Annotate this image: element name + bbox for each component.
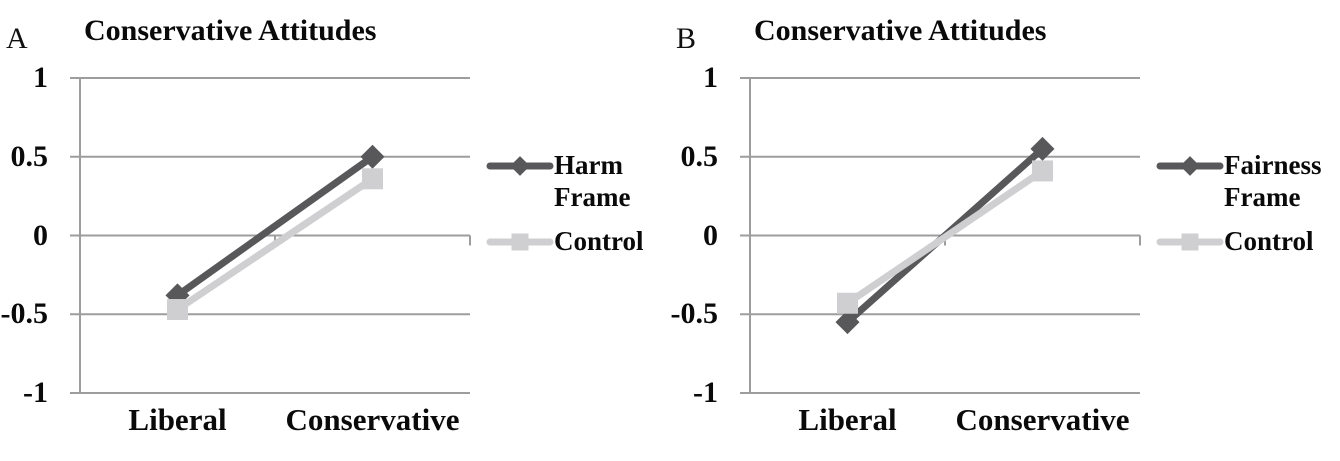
chart-title: Conservative Attitudes (84, 14, 377, 47)
legend-item-harm-frame: Harm Frame (486, 150, 670, 213)
marker-diamond-icon (1030, 136, 1055, 161)
legend-item-control: Control (1156, 226, 1340, 258)
y-tick-label: 0 (33, 218, 48, 252)
series-line-control (844, 167, 1046, 307)
legend-item-fairness-frame: Fairness Frame (1156, 150, 1340, 213)
y-tick-label: 1 (33, 61, 48, 94)
legend: Harm Frame Control (486, 150, 670, 258)
y-tick-label: -0.5 (670, 297, 719, 331)
marker-diamond-icon (360, 144, 385, 169)
legend-square-swatch-icon (1156, 233, 1224, 251)
y-tick-label: 0 (703, 218, 718, 252)
marker-square-icon (167, 299, 188, 321)
marker-square-icon (1032, 160, 1053, 182)
chart-title: Conservative Attitudes (754, 14, 1047, 47)
series-line-control (174, 175, 376, 314)
y-tick-label: -0.5 (0, 297, 49, 331)
panel-a: A Conservative Attitudes 1 0.5 0 -0.5 -1 Libe… (0, 14, 670, 437)
chart-canvas (70, 77, 471, 394)
y-tick-label: 0.5 (680, 139, 719, 173)
legend-label: Control (1224, 226, 1314, 257)
y-tick-label: 1 (703, 61, 718, 94)
legend-label: Control (554, 226, 644, 257)
legend: Fairness Frame Control (1156, 150, 1340, 258)
legend-diamond-swatch-icon (486, 156, 554, 176)
legend-label: Fairness Frame (1224, 150, 1322, 212)
plot-area: 1 0.5 0 -0.5 -1 Liberal Conservative Harm Frame… (0, 61, 670, 437)
y-tick-label: 0.5 (10, 139, 49, 173)
series-line-harm-frame (174, 153, 376, 299)
marker-square-icon (837, 292, 858, 314)
x-category-label: Conservative (285, 402, 460, 437)
y-tick-label: -1 (23, 376, 48, 409)
marker-square-icon (362, 168, 383, 190)
panel-letter: A (6, 22, 28, 55)
y-tick-label: -1 (693, 376, 718, 409)
x-category-label: Liberal (798, 402, 897, 437)
legend-diamond-swatch-icon (1156, 156, 1224, 176)
legend-square-swatch-icon (486, 233, 554, 251)
panel-letter: B (676, 22, 697, 55)
legend-label: Harm Frame (554, 150, 631, 212)
legend-item-control: Control (486, 226, 670, 258)
x-category-label: Liberal (128, 402, 227, 437)
chart-canvas (740, 77, 1141, 394)
x-category-label: Conservative (955, 402, 1130, 437)
panel-b: B Conservative Attitudes 1 0.5 0 -0.5 -1 Libe… (670, 0, 1340, 461)
plot-area: 1 0.5 0 -0.5 -1 Liberal Conservative Fairness F… (670, 0, 1340, 461)
